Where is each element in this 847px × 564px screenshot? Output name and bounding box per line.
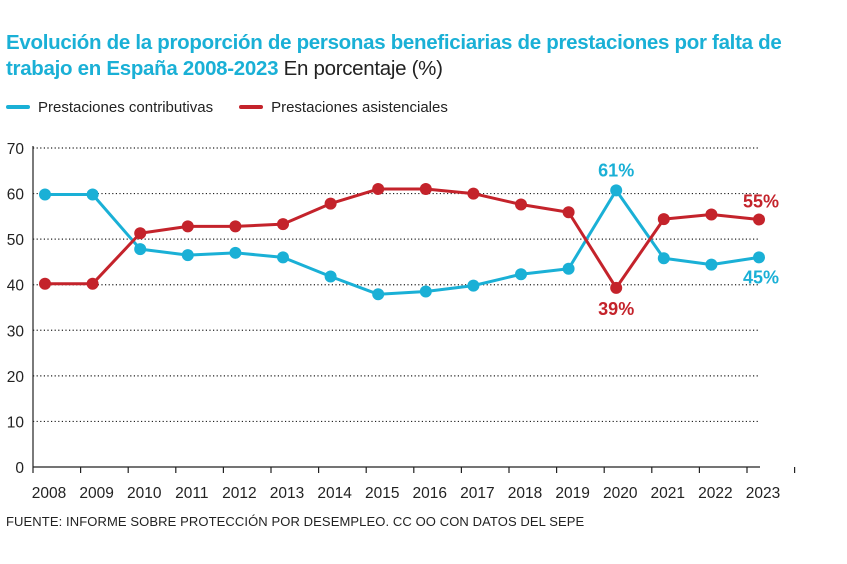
data-point [277,218,289,231]
data-point [610,184,623,197]
x-tick-label: 2018 [508,485,542,502]
legend-item-contributivas: Prestaciones contributivas [6,99,213,116]
x-tick-label: 2008 [32,485,66,502]
series-line-0 [45,188,760,296]
data-point [705,208,718,221]
data-point [277,251,289,264]
series-line-1 [45,187,760,290]
x-tick-label: 2011 [175,485,208,502]
x-tick-label: 2009 [79,485,113,502]
data-point [39,277,51,290]
data-point [324,270,337,283]
x-tick-label: 2012 [222,485,256,502]
legend-label-contributivas: Prestaciones contributivas [38,98,214,116]
chart-title: Evolución de la proporción de personas b… [6,30,841,82]
y-tick-label: 50 [7,232,25,249]
data-label: 61% [598,160,634,180]
data-point [657,252,670,265]
x-tick-label: 2015 [365,485,399,502]
y-tick-label: 40 [7,278,25,295]
data-point [562,206,575,219]
x-tick-label: 2022 [698,485,732,502]
x-tick-label: 2017 [460,485,494,502]
data-point [705,258,718,271]
legend-swatch-asistenciales [239,105,264,109]
legend-item-asistenciales: Prestaciones asistenciales [239,99,448,116]
legend-swatch-contributivas [6,105,30,109]
data-point [324,197,337,210]
data-point [86,277,99,290]
data-point [515,198,527,211]
y-tick-label: 30 [7,323,25,340]
legend: Prestaciones contributivas Prestaciones … [6,96,474,118]
data-point [372,288,385,301]
data-point [134,243,147,256]
x-tick-label: 2023 [746,485,780,502]
data-label: 45% [743,267,779,287]
x-tick-label: 2019 [555,485,589,502]
chart-title-text: Evolución de la proporción de personas b… [6,31,782,80]
data-point [134,227,147,240]
data-point [86,188,99,201]
data-point [467,187,480,200]
x-tick-label: 2020 [603,485,638,502]
data-point [181,220,194,233]
source-note: FUENTE: INFORME SOBRE PROTECCIÓN POR DES… [6,514,585,529]
data-point [657,213,670,226]
y-tick-label: 60 [7,187,25,204]
data-point [229,220,242,233]
x-tick-label: 2021 [651,485,685,502]
data-point [753,213,765,226]
chart-unit: En porcentaje (%) [283,57,443,80]
data-point [181,249,194,262]
data-point [229,246,242,259]
data-point [419,285,432,298]
data-label: 39% [598,299,634,319]
data-point [467,279,480,292]
y-tick-label: 10 [7,414,25,431]
x-tick-label: 2013 [270,485,304,502]
data-point [419,183,432,196]
x-tick-label: 2010 [127,485,162,502]
data-point [562,262,575,275]
y-tick-label: 0 [15,460,24,477]
legend-label-asistenciales: Prestaciones asistenciales [271,98,448,116]
line-chart: 0 10 20 30 40 50 60 70 2008 2009 2010 2011 2012 2013 2… [7,141,796,502]
data-point [610,281,623,294]
data-point [753,251,765,264]
data-point [372,183,385,196]
x-tick-label: 2016 [413,485,447,502]
data-label: 55% [743,192,779,212]
data-point [515,268,527,281]
x-tick-label: 2014 [317,485,352,502]
y-tick-label: 20 [7,369,25,386]
data-point [39,188,51,201]
y-tick-label: 70 [7,141,25,158]
